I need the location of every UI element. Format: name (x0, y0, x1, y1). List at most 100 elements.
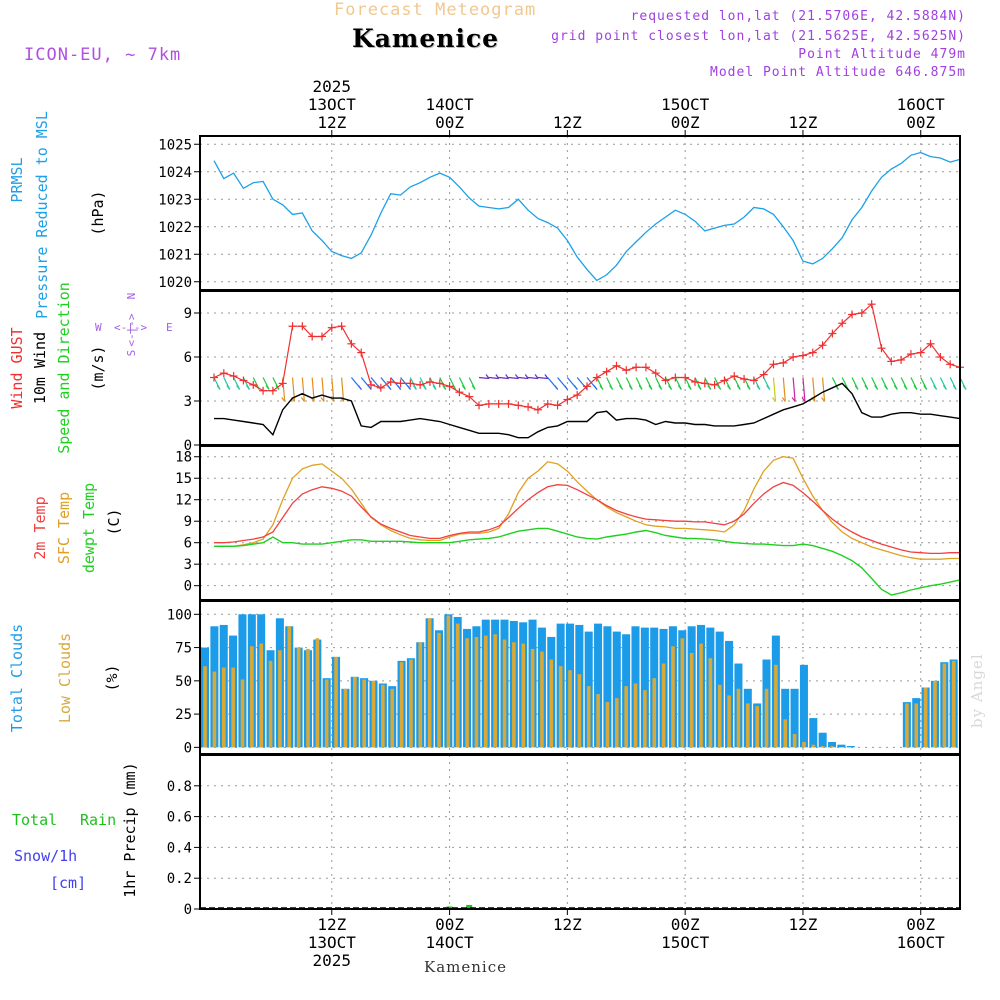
wind-direction-arrow (566, 377, 578, 390)
total-cloud-bar (827, 742, 837, 748)
wind-arrow-shaft (537, 376, 548, 380)
gust-marker (779, 358, 788, 367)
low-cloud-bar (820, 746, 825, 748)
gust-marker (730, 372, 739, 381)
precip-unit-label: 1hr Precip (mm) (121, 762, 139, 897)
gust-marker (690, 377, 699, 386)
wind-arrow-head (962, 385, 967, 390)
cloud-y-tick-label: 0 (184, 740, 192, 756)
low-cloud-bar (259, 643, 264, 748)
low-cloud-bar (558, 666, 563, 748)
wind-arrow-head (746, 385, 751, 390)
gust-marker (632, 363, 641, 372)
wind-arrow-head (707, 385, 712, 390)
wind-arrow-head (658, 385, 663, 390)
wind-arrow-head (593, 385, 598, 390)
gust-marker (867, 300, 876, 309)
low-cloud-bar (661, 663, 666, 748)
low-cloud-bar (764, 688, 769, 748)
low-cloud-bar (717, 684, 722, 748)
compass-west: W (95, 321, 102, 334)
gust-marker (769, 360, 778, 369)
bottom-axis-label: 12Z (553, 915, 582, 934)
pressure-y-tick-label: 1022 (158, 220, 192, 236)
pressure-y-tick-label: 1021 (158, 247, 192, 263)
gust-marker (504, 399, 513, 408)
gust-marker (936, 353, 945, 361)
wind-direction-arrow (664, 377, 673, 390)
wind-arrow-head (756, 385, 761, 390)
low-cloud-bar (250, 646, 254, 748)
total-cloud-bar (725, 640, 734, 748)
wind-direction-arrow (930, 377, 938, 390)
wind-arrow-shaft (772, 377, 777, 402)
top-axis-label: 13OCT (308, 95, 357, 114)
low-cloud-bar (521, 643, 526, 748)
low-cloud-bar (530, 648, 535, 748)
wind-arrow-head (609, 385, 614, 390)
gust-marker (445, 382, 454, 391)
low-cloud-bar (512, 642, 516, 748)
wind-arrow-head (801, 397, 806, 402)
legend-total: Total (12, 811, 57, 829)
total-cloud-bar (799, 664, 808, 748)
gust-marker (759, 370, 768, 379)
gust-marker (828, 329, 837, 338)
top-axis-label: 14OCT (425, 95, 474, 114)
gust-marker (455, 388, 464, 397)
total-cloud-bar (837, 744, 846, 748)
low-cloud-bar (933, 680, 937, 748)
wind-arrow-head (300, 397, 305, 402)
wind-arrow-head (495, 374, 500, 379)
temp-y-tick-label: 9 (184, 514, 192, 530)
wind-direction-arrow (213, 377, 221, 390)
wind-arrow-shaft (508, 376, 519, 380)
wind-arrow-shaft (301, 377, 305, 402)
compass-north: N (125, 293, 138, 300)
low-cloud-bar (783, 719, 788, 748)
wind-arrow-head (599, 385, 604, 390)
low-cloud-bar (727, 695, 731, 748)
gust-marker (475, 401, 484, 410)
gust-marker (906, 350, 915, 359)
gust-marker (926, 339, 935, 348)
gust-marker (435, 379, 444, 388)
legend-snow: Snow/1h (14, 847, 77, 865)
wind-arrow-head (387, 385, 392, 390)
wind-10m-label: 10m Wind (31, 332, 49, 404)
low-cloud-bar (240, 679, 245, 748)
wind-arrow-head (913, 385, 918, 390)
low-cloud-bar (409, 659, 413, 748)
wind-arrow-head (534, 374, 539, 379)
cloud-y-tick-label: 25 (175, 707, 192, 723)
wind-arrow-head (245, 385, 250, 390)
gust-marker (357, 348, 366, 357)
gust-marker (887, 357, 896, 366)
dewpt-line (214, 527, 961, 596)
gust-marker (700, 379, 709, 388)
wind-arrow-head (618, 385, 623, 390)
wind-arrow-head (514, 374, 519, 379)
gust-marker (740, 375, 749, 383)
gust-marker (210, 373, 218, 382)
temp-y-tick-label: 6 (184, 536, 192, 552)
low-cloud-bar (324, 679, 329, 748)
bottom-axis-label: 15OCT (661, 933, 710, 952)
low-cloud-bar (390, 688, 395, 748)
wind-direction-arrow (537, 374, 549, 380)
low-cloud-bar (643, 690, 647, 748)
wind-arrow-head (471, 385, 476, 390)
wind-direction-arrow (350, 377, 362, 390)
pressure-y-tick-label: 1020 (158, 275, 192, 291)
gust-marker (288, 322, 297, 331)
wind-direction-arrow (528, 374, 539, 380)
total-clouds-label: Total Clouds (8, 624, 26, 732)
wind-arrow-head (236, 385, 241, 390)
wind-arrow-shaft (321, 377, 325, 402)
cloud-y-tick-label: 100 (167, 607, 192, 623)
wind-direction-arrow (380, 377, 392, 390)
wind-arrow-head (461, 385, 466, 390)
gust-marker (681, 373, 690, 382)
low-cloud-bar (830, 746, 834, 748)
wind-direction-arrow (262, 377, 270, 390)
